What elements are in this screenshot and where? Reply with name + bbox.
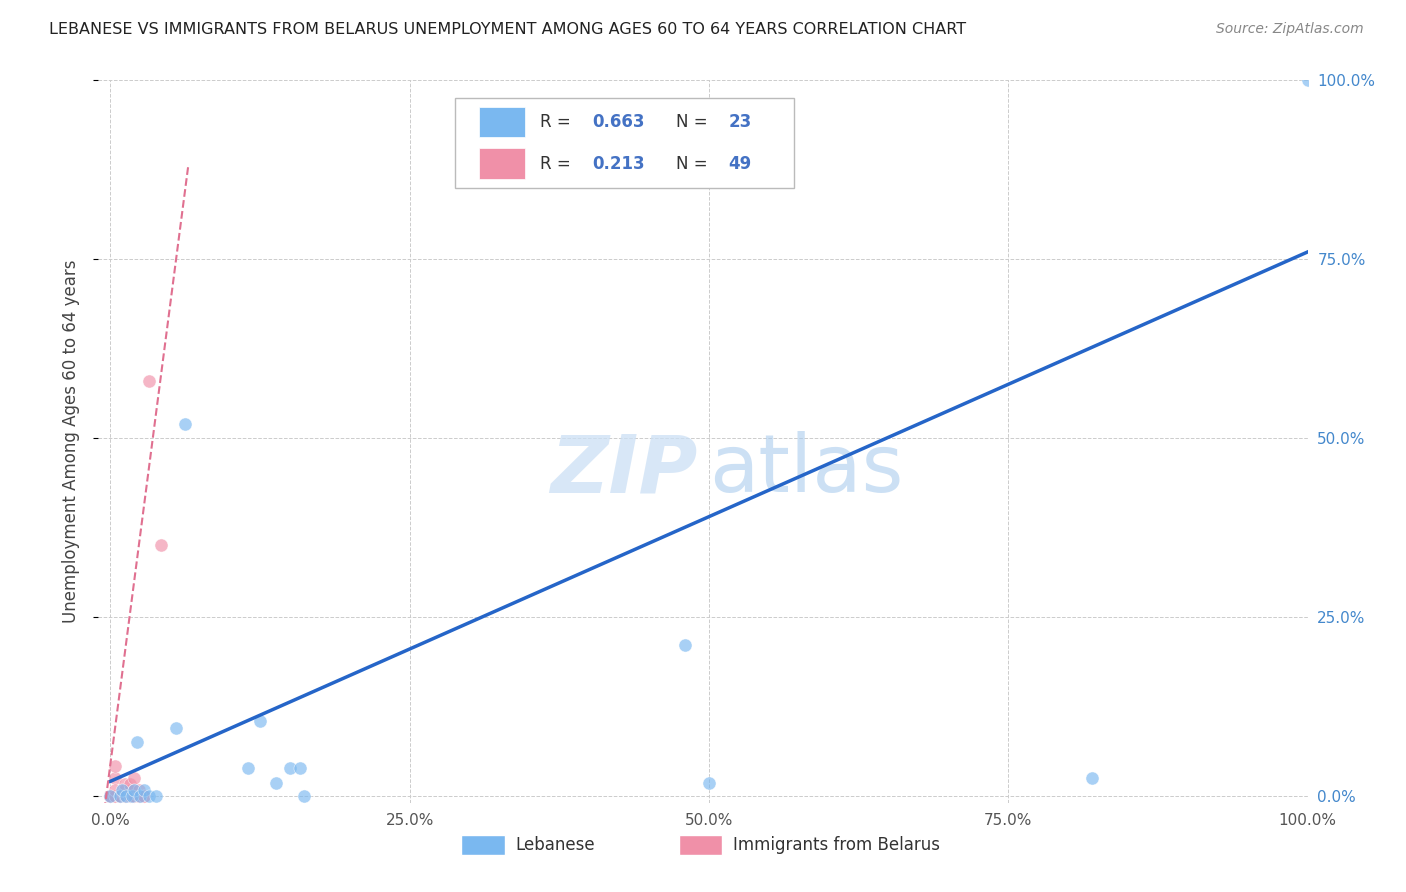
Point (128, 783, 150, 797)
Point (249, 714, 271, 728)
Point (100, 789, 122, 803)
Point (100, 789, 122, 803)
Text: Source: ZipAtlas.com: Source: ZipAtlas.com (1216, 22, 1364, 37)
Point (128, 789, 150, 803)
Point (124, 789, 146, 803)
Y-axis label: Unemployment Among Ages 60 to 64 years: Unemployment Among Ages 60 to 64 years (62, 260, 80, 624)
Point (100, 789, 122, 803)
Point (173, 417, 195, 431)
Text: atlas: atlas (709, 432, 904, 509)
Point (138, 374, 160, 388)
Text: ZIP: ZIP (550, 432, 697, 509)
Point (673, 639, 696, 653)
Point (118, 789, 141, 803)
Point (124, 783, 146, 797)
Point (100, 789, 122, 803)
Point (145, 789, 167, 803)
Point (100, 789, 122, 803)
Point (100, 789, 122, 803)
Bar (479, 148, 526, 178)
Point (118, 783, 141, 797)
Point (118, 789, 141, 803)
Point (104, 771, 127, 785)
Point (1296, 73, 1319, 87)
Text: 0.663: 0.663 (592, 113, 644, 131)
Point (108, 789, 131, 803)
Point (100, 789, 122, 803)
Point (108, 789, 131, 803)
Text: R =: R = (540, 113, 571, 131)
Point (115, 789, 138, 803)
Point (132, 789, 155, 803)
Point (121, 789, 143, 803)
Point (100, 789, 122, 803)
Text: 49: 49 (728, 154, 752, 172)
Point (132, 783, 155, 797)
Point (100, 789, 122, 803)
Bar (461, 835, 505, 855)
Point (100, 789, 122, 803)
Point (108, 789, 131, 803)
Point (124, 789, 146, 803)
Point (100, 789, 122, 803)
Point (100, 789, 122, 803)
Point (114, 789, 136, 803)
Point (124, 783, 146, 797)
Text: R =: R = (540, 154, 571, 172)
Text: 23: 23 (728, 113, 752, 131)
Point (104, 758, 127, 772)
Point (114, 789, 136, 803)
Point (118, 789, 141, 803)
Point (278, 762, 301, 776)
Text: N =: N = (676, 113, 709, 131)
Point (100, 789, 122, 803)
Text: Lebanese: Lebanese (516, 836, 595, 854)
Bar (679, 835, 723, 855)
Point (108, 789, 131, 803)
Point (114, 783, 136, 797)
Point (108, 789, 131, 803)
Point (138, 789, 160, 803)
Point (292, 789, 315, 803)
Point (104, 783, 127, 797)
Point (100, 789, 122, 803)
Text: N =: N = (676, 154, 709, 172)
FancyBboxPatch shape (456, 97, 793, 188)
Point (128, 789, 150, 803)
Point (104, 789, 127, 803)
Point (129, 789, 152, 803)
Point (100, 789, 122, 803)
Point (124, 771, 146, 785)
Text: LEBANESE VS IMMIGRANTS FROM BELARUS UNEMPLOYMENT AMONG AGES 60 TO 64 YEARS CORRE: LEBANESE VS IMMIGRANTS FROM BELARUS UNEM… (49, 22, 966, 37)
Text: Immigrants from Belarus: Immigrants from Belarus (734, 836, 941, 854)
Point (100, 789, 122, 803)
Point (100, 789, 122, 803)
Point (100, 789, 122, 803)
Point (114, 777, 136, 791)
Point (100, 789, 122, 803)
Point (264, 776, 287, 790)
Point (118, 777, 141, 791)
Point (125, 735, 148, 749)
Point (288, 762, 311, 776)
Point (236, 762, 259, 776)
Point (104, 789, 127, 803)
Point (111, 783, 134, 797)
Point (100, 789, 122, 803)
Point (149, 538, 172, 552)
Point (697, 776, 720, 790)
Text: 0.213: 0.213 (592, 154, 644, 172)
Bar (479, 107, 526, 137)
Point (132, 789, 155, 803)
Point (1081, 771, 1104, 785)
Point (165, 721, 187, 735)
Point (100, 789, 122, 803)
